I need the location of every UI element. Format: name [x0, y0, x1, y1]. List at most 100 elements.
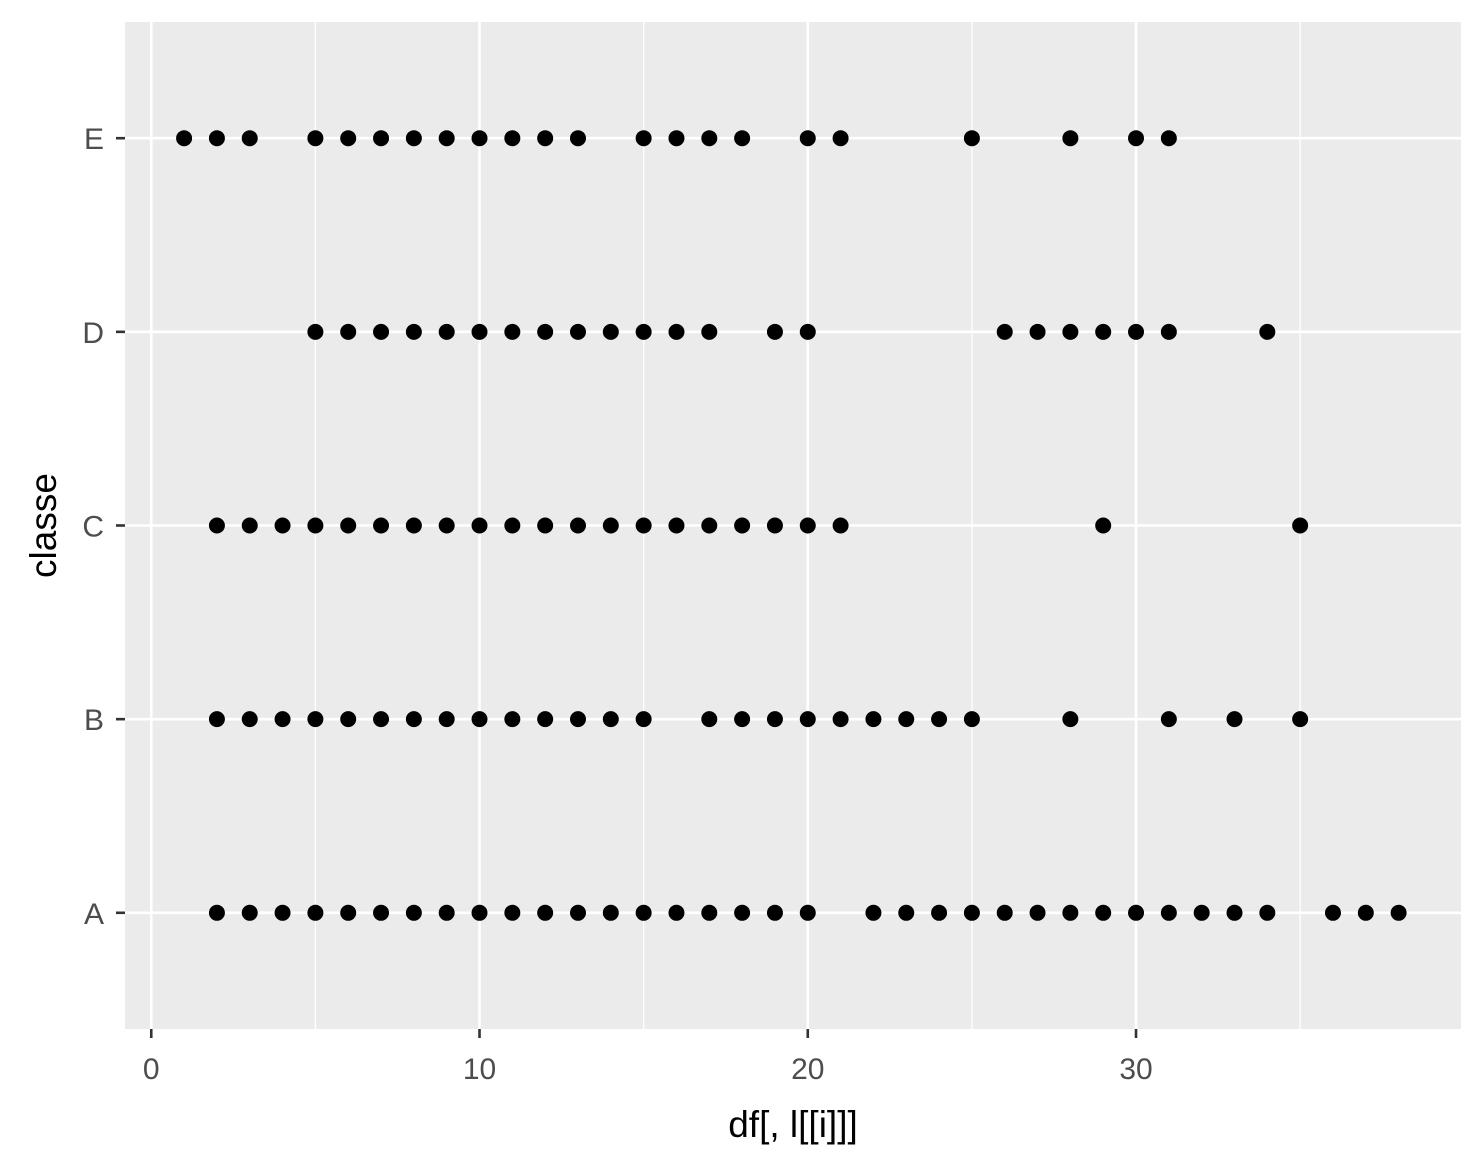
point-a-34: [1259, 904, 1276, 921]
point-a-26: [996, 904, 1013, 921]
point-c-35: [1292, 517, 1309, 534]
point-c-2: [208, 517, 225, 534]
point-d-27: [1029, 323, 1046, 340]
point-c-3: [241, 517, 258, 534]
point-e-25: [963, 130, 980, 147]
point-b-35: [1292, 711, 1309, 728]
point-d-9: [438, 323, 455, 340]
point-a-18: [734, 904, 751, 921]
point-d-6: [340, 323, 357, 340]
point-b-19: [766, 711, 783, 728]
point-c-5: [307, 517, 324, 534]
point-e-16: [668, 130, 685, 147]
point-b-6: [340, 711, 357, 728]
point-b-17: [701, 711, 718, 728]
point-d-17: [701, 323, 718, 340]
point-d-5: [307, 323, 324, 340]
point-a-29: [1095, 904, 1112, 921]
point-a-20: [799, 904, 816, 921]
point-e-12: [537, 130, 554, 147]
x-tick-label: 30: [1119, 1053, 1152, 1086]
point-e-31: [1160, 130, 1177, 147]
point-c-12: [537, 517, 554, 534]
point-a-23: [898, 904, 915, 921]
point-e-28: [1062, 130, 1079, 147]
point-a-11: [504, 904, 521, 921]
point-d-7: [373, 323, 390, 340]
point-a-27: [1029, 904, 1046, 921]
point-a-17: [701, 904, 718, 921]
point-b-9: [438, 711, 455, 728]
point-e-1: [176, 130, 193, 147]
point-d-30: [1128, 323, 1145, 340]
point-e-21: [832, 130, 849, 147]
point-a-3: [241, 904, 258, 921]
point-b-21: [832, 711, 849, 728]
point-d-14: [602, 323, 619, 340]
point-b-18: [734, 711, 751, 728]
point-e-2: [208, 130, 225, 147]
point-d-15: [635, 323, 652, 340]
point-b-8: [405, 711, 422, 728]
data-points: [176, 130, 1407, 921]
point-a-32: [1193, 904, 1210, 921]
point-c-29: [1095, 517, 1112, 534]
point-e-9: [438, 130, 455, 147]
point-e-11: [504, 130, 521, 147]
point-b-23: [898, 711, 915, 728]
point-e-8: [405, 130, 422, 147]
point-a-36: [1324, 904, 1341, 921]
point-c-9: [438, 517, 455, 534]
point-a-13: [569, 904, 586, 921]
x-tick-label: 20: [791, 1053, 824, 1086]
point-d-8: [405, 323, 422, 340]
point-c-8: [405, 517, 422, 534]
point-c-20: [799, 517, 816, 534]
point-a-30: [1128, 904, 1145, 921]
y-tick-label: D: [82, 317, 104, 350]
point-a-10: [471, 904, 488, 921]
point-b-28: [1062, 711, 1079, 728]
point-b-33: [1226, 711, 1243, 728]
point-b-7: [373, 711, 390, 728]
point-a-15: [635, 904, 652, 921]
point-a-8: [405, 904, 422, 921]
point-a-4: [274, 904, 291, 921]
point-d-31: [1160, 323, 1177, 340]
x-axis: 0 10 20 30: [143, 1029, 1153, 1086]
point-d-34: [1259, 323, 1276, 340]
point-c-21: [832, 517, 849, 534]
point-b-2: [208, 711, 225, 728]
point-e-20: [799, 130, 816, 147]
point-c-10: [471, 517, 488, 534]
point-a-6: [340, 904, 357, 921]
point-e-6: [340, 130, 357, 147]
point-a-22: [865, 904, 882, 921]
point-b-14: [602, 711, 619, 728]
point-b-3: [241, 711, 258, 728]
point-c-7: [373, 517, 390, 534]
point-b-5: [307, 711, 324, 728]
point-b-10: [471, 711, 488, 728]
point-d-20: [799, 323, 816, 340]
point-e-13: [569, 130, 586, 147]
point-a-25: [963, 904, 980, 921]
point-c-11: [504, 517, 521, 534]
point-d-29: [1095, 323, 1112, 340]
point-c-15: [635, 517, 652, 534]
point-b-15: [635, 711, 652, 728]
point-a-14: [602, 904, 619, 921]
point-e-3: [241, 130, 258, 147]
point-d-10: [471, 323, 488, 340]
point-d-13: [569, 323, 586, 340]
y-tick-label: A: [84, 898, 104, 931]
point-a-37: [1357, 904, 1374, 921]
y-tick-label: E: [84, 123, 104, 156]
point-a-16: [668, 904, 685, 921]
point-d-11: [504, 323, 521, 340]
point-c-13: [569, 517, 586, 534]
point-d-16: [668, 323, 685, 340]
point-e-15: [635, 130, 652, 147]
point-a-31: [1160, 904, 1177, 921]
